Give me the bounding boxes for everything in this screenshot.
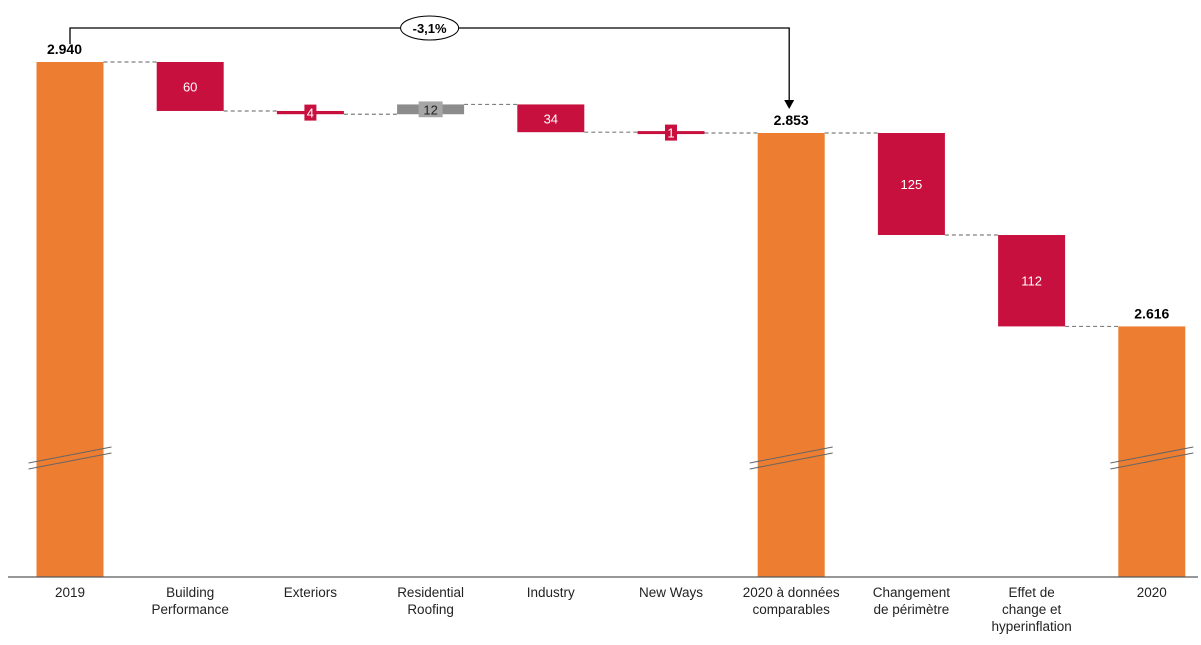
delta-bar — [517, 104, 585, 133]
delta-label-box — [418, 101, 443, 118]
axis-break-mark — [28, 446, 112, 464]
category-label: 2019 — [55, 585, 85, 600]
category-label: Industry — [527, 585, 575, 600]
delta-value-label: 125 — [901, 177, 923, 192]
delta-bar — [877, 133, 945, 236]
axis-break-mark — [749, 452, 833, 470]
delta-value-label: 1 — [667, 126, 674, 141]
annotation-label: -3,1% — [413, 21, 447, 36]
delta-bar — [998, 235, 1066, 327]
annotation-bubble — [400, 15, 460, 41]
category-label: change et — [1002, 602, 1062, 617]
delta-value-label: 4 — [307, 106, 314, 121]
delta-value-label: 112 — [1021, 274, 1042, 289]
axis-break-mark — [1110, 446, 1194, 464]
delta-value-label: 12 — [423, 102, 437, 117]
category-label: Exteriors — [284, 585, 338, 600]
category-label: Changement — [873, 585, 951, 600]
delta-label-box — [304, 104, 317, 121]
delta-value-label: 34 — [544, 111, 558, 126]
delta-label-box — [665, 124, 677, 141]
category-label: 2020 à données — [743, 585, 840, 600]
axis-break-mark — [749, 446, 833, 464]
total-bar — [36, 62, 104, 577]
category-label: comparables — [753, 602, 831, 617]
category-label: Effet de — [1008, 585, 1054, 600]
total-bar — [1118, 326, 1186, 577]
total-bar — [757, 133, 825, 577]
category-label: de périmètre — [874, 602, 950, 617]
category-label: Performance — [152, 602, 229, 617]
total-value-label: 2.940 — [47, 41, 82, 57]
category-label: Roofing — [407, 602, 454, 617]
category-label: hyperinflation — [991, 619, 1071, 634]
delta-bar — [156, 62, 224, 111]
total-value-label: 2.616 — [1134, 305, 1169, 321]
annotation-arrowhead — [784, 100, 795, 109]
total-value-label: 2.853 — [774, 112, 809, 128]
category-label: 2020 — [1137, 585, 1167, 600]
axis-break-mark — [28, 452, 112, 470]
category-label: Building — [166, 585, 214, 600]
category-label: New Ways — [639, 585, 703, 600]
category-label: Residential — [397, 585, 464, 600]
delta-value-label: 60 — [183, 79, 197, 94]
axis-break-mark — [1110, 452, 1194, 470]
